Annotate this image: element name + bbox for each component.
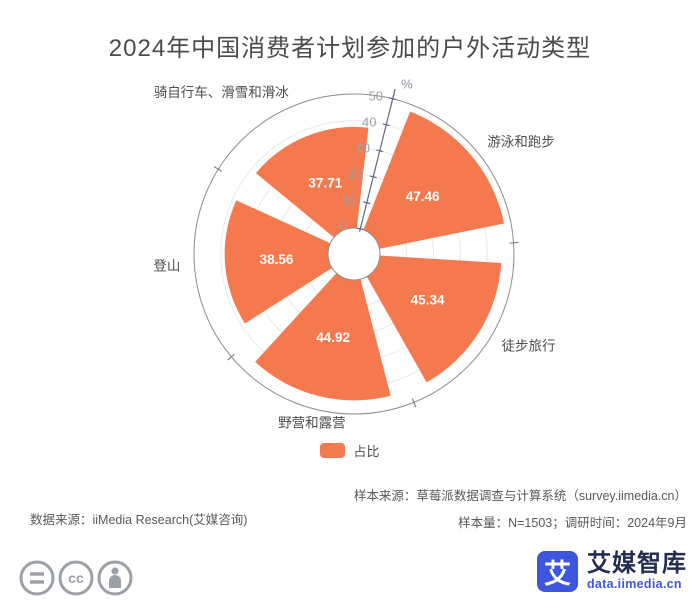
sample-size-text: 样本量：N=1503；调研时间：2024年9月 xyxy=(458,516,687,530)
radius-axis-tick xyxy=(369,175,377,179)
rose-sector-5[interactable] xyxy=(255,126,369,238)
radius-axis-label: 20 xyxy=(349,166,363,181)
brand-url[interactable]: data.iimedia.cn xyxy=(587,577,682,591)
legend-swatch[interactable] xyxy=(320,443,346,458)
rose-sector-2[interactable] xyxy=(366,255,502,383)
radius-axis-tick xyxy=(376,149,384,153)
legend-label[interactable]: 占比 xyxy=(353,444,380,459)
category-tick xyxy=(213,166,222,172)
category-tick xyxy=(509,241,519,244)
rose-sector-4[interactable] xyxy=(224,200,333,324)
radius-axis-label: 40 xyxy=(362,114,376,129)
radius-axis-label: 30 xyxy=(356,140,370,155)
rose-sector-1[interactable] xyxy=(363,111,505,249)
brand-block[interactable]: 艾 艾媒智库 data.iimedia.cn xyxy=(537,551,687,592)
category-tick xyxy=(227,353,235,361)
equals-icon[interactable] xyxy=(19,560,55,596)
legend[interactable]: 占比 xyxy=(0,441,700,460)
center-hole xyxy=(327,227,381,281)
category-tick xyxy=(411,398,417,408)
sample-source-text: 样本来源：草莓派数据调查与计算系统（survey.iimedia.cn） xyxy=(353,489,687,503)
brand-logo-icon[interactable]: 艾 xyxy=(537,551,578,592)
sample-info-block: 样本来源：草莓派数据调查与计算系统（survey.iimedia.cn） 样本量… xyxy=(354,483,687,537)
license-icons[interactable]: cc xyxy=(16,557,142,599)
radius-axis-tick xyxy=(363,201,371,205)
outer-axis-circle xyxy=(193,93,515,415)
radius-axis-label: 0 xyxy=(340,218,347,233)
svg-text:cc: cc xyxy=(68,570,84,586)
sector-value-label: 45.34 xyxy=(411,292,445,307)
axis-unit-label: % xyxy=(401,77,413,92)
sector-value-label: 44.92 xyxy=(316,330,350,345)
category-label: 骑自行车、滑雪和滑冰 xyxy=(154,84,289,100)
category-label: 野营和露营 xyxy=(278,415,346,430)
chart-title: 2024年中国消费者计划参加的户外活动类型 xyxy=(108,35,592,62)
radius-axis-tick xyxy=(382,123,390,127)
sector-value-label: 47.46 xyxy=(406,189,440,204)
radius-axis-label: 50 xyxy=(368,88,382,103)
category-label: 游泳和跑步 xyxy=(487,135,555,150)
radius-axis-tick xyxy=(389,97,397,101)
brand-name: 艾媒智库 xyxy=(587,550,687,577)
category-label: 登山 xyxy=(153,259,180,274)
radius-axis-line xyxy=(358,88,396,232)
data-source-text: 数据来源：iiMedia Research(艾媒咨询) xyxy=(30,513,248,527)
person-icon[interactable] xyxy=(97,560,133,596)
cc-icon[interactable]: cc xyxy=(58,560,94,596)
rose-sector-3[interactable] xyxy=(255,273,391,401)
radius-axis-tick xyxy=(356,227,364,231)
category-label: 徒步旅行 xyxy=(502,339,556,354)
sector-value-label: 38.56 xyxy=(260,252,294,267)
sector-value-label: 37.71 xyxy=(308,176,342,191)
radius-axis-label: 10 xyxy=(343,192,357,207)
